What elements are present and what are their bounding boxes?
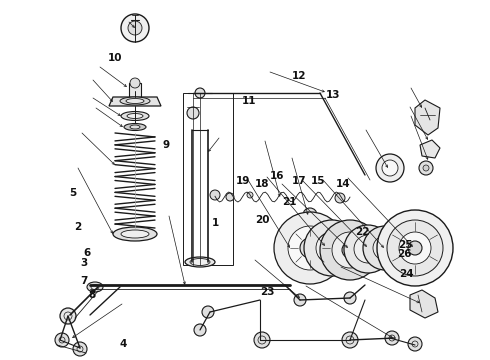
Circle shape (210, 190, 220, 200)
Text: 18: 18 (255, 179, 270, 189)
Text: 5: 5 (69, 188, 76, 198)
Text: 14: 14 (336, 179, 350, 189)
Text: 21: 21 (282, 197, 296, 207)
Circle shape (300, 238, 320, 258)
Circle shape (399, 232, 431, 264)
Circle shape (344, 225, 392, 273)
Circle shape (60, 308, 76, 324)
Circle shape (373, 236, 397, 260)
Ellipse shape (126, 99, 144, 104)
Text: 22: 22 (355, 227, 370, 237)
Circle shape (55, 333, 69, 347)
Text: 9: 9 (162, 140, 169, 150)
Circle shape (320, 220, 380, 280)
Circle shape (202, 306, 214, 318)
Text: 6: 6 (84, 248, 91, 258)
Ellipse shape (185, 257, 215, 267)
Circle shape (73, 342, 87, 356)
Ellipse shape (87, 282, 103, 292)
Text: 2: 2 (74, 222, 81, 232)
Circle shape (226, 193, 234, 201)
Ellipse shape (121, 230, 149, 238)
Text: 8: 8 (89, 290, 96, 300)
Text: 13: 13 (326, 90, 341, 100)
Text: 16: 16 (270, 171, 284, 181)
Text: 17: 17 (292, 176, 306, 186)
Circle shape (187, 107, 199, 119)
Ellipse shape (190, 258, 210, 266)
Circle shape (387, 220, 443, 276)
Polygon shape (420, 140, 440, 158)
Circle shape (377, 210, 453, 286)
Circle shape (354, 235, 382, 263)
Text: 24: 24 (399, 269, 414, 279)
Circle shape (288, 226, 332, 270)
Text: 20: 20 (255, 215, 270, 225)
Circle shape (128, 21, 142, 35)
Circle shape (335, 193, 345, 203)
Text: 3: 3 (81, 258, 88, 268)
Circle shape (294, 294, 306, 306)
Text: 10: 10 (108, 53, 122, 63)
Circle shape (376, 154, 404, 182)
Polygon shape (410, 290, 438, 318)
Text: 15: 15 (311, 176, 326, 186)
Ellipse shape (127, 113, 143, 118)
Ellipse shape (91, 284, 99, 289)
Text: 4: 4 (120, 339, 127, 349)
Circle shape (332, 232, 368, 268)
Ellipse shape (120, 97, 150, 105)
Bar (183, 93, 233, 265)
Circle shape (195, 88, 205, 98)
Circle shape (303, 208, 317, 222)
Circle shape (130, 78, 140, 88)
Text: 12: 12 (292, 71, 306, 81)
Circle shape (325, 241, 339, 255)
Bar (129, 83, 141, 97)
Circle shape (408, 241, 422, 255)
Text: 11: 11 (242, 96, 256, 106)
Circle shape (419, 161, 433, 175)
Circle shape (344, 292, 356, 304)
Ellipse shape (113, 227, 157, 241)
Text: 1: 1 (212, 218, 219, 228)
Text: 25: 25 (398, 240, 413, 250)
Circle shape (316, 232, 348, 264)
Circle shape (363, 226, 407, 270)
Circle shape (304, 220, 360, 276)
Text: 7: 7 (80, 276, 88, 286)
Polygon shape (109, 97, 161, 106)
Circle shape (385, 331, 399, 345)
Text: 26: 26 (397, 249, 412, 259)
Text: 23: 23 (260, 287, 274, 297)
Ellipse shape (124, 123, 146, 131)
Circle shape (194, 324, 206, 336)
Ellipse shape (130, 125, 140, 129)
Circle shape (274, 212, 346, 284)
Circle shape (382, 160, 398, 176)
Circle shape (342, 332, 358, 348)
Polygon shape (415, 100, 440, 135)
Circle shape (408, 337, 422, 351)
Circle shape (247, 192, 253, 198)
Text: 19: 19 (235, 176, 250, 186)
Circle shape (121, 14, 149, 42)
Ellipse shape (121, 112, 149, 121)
Circle shape (342, 242, 358, 258)
Circle shape (254, 332, 270, 348)
Circle shape (423, 165, 429, 171)
